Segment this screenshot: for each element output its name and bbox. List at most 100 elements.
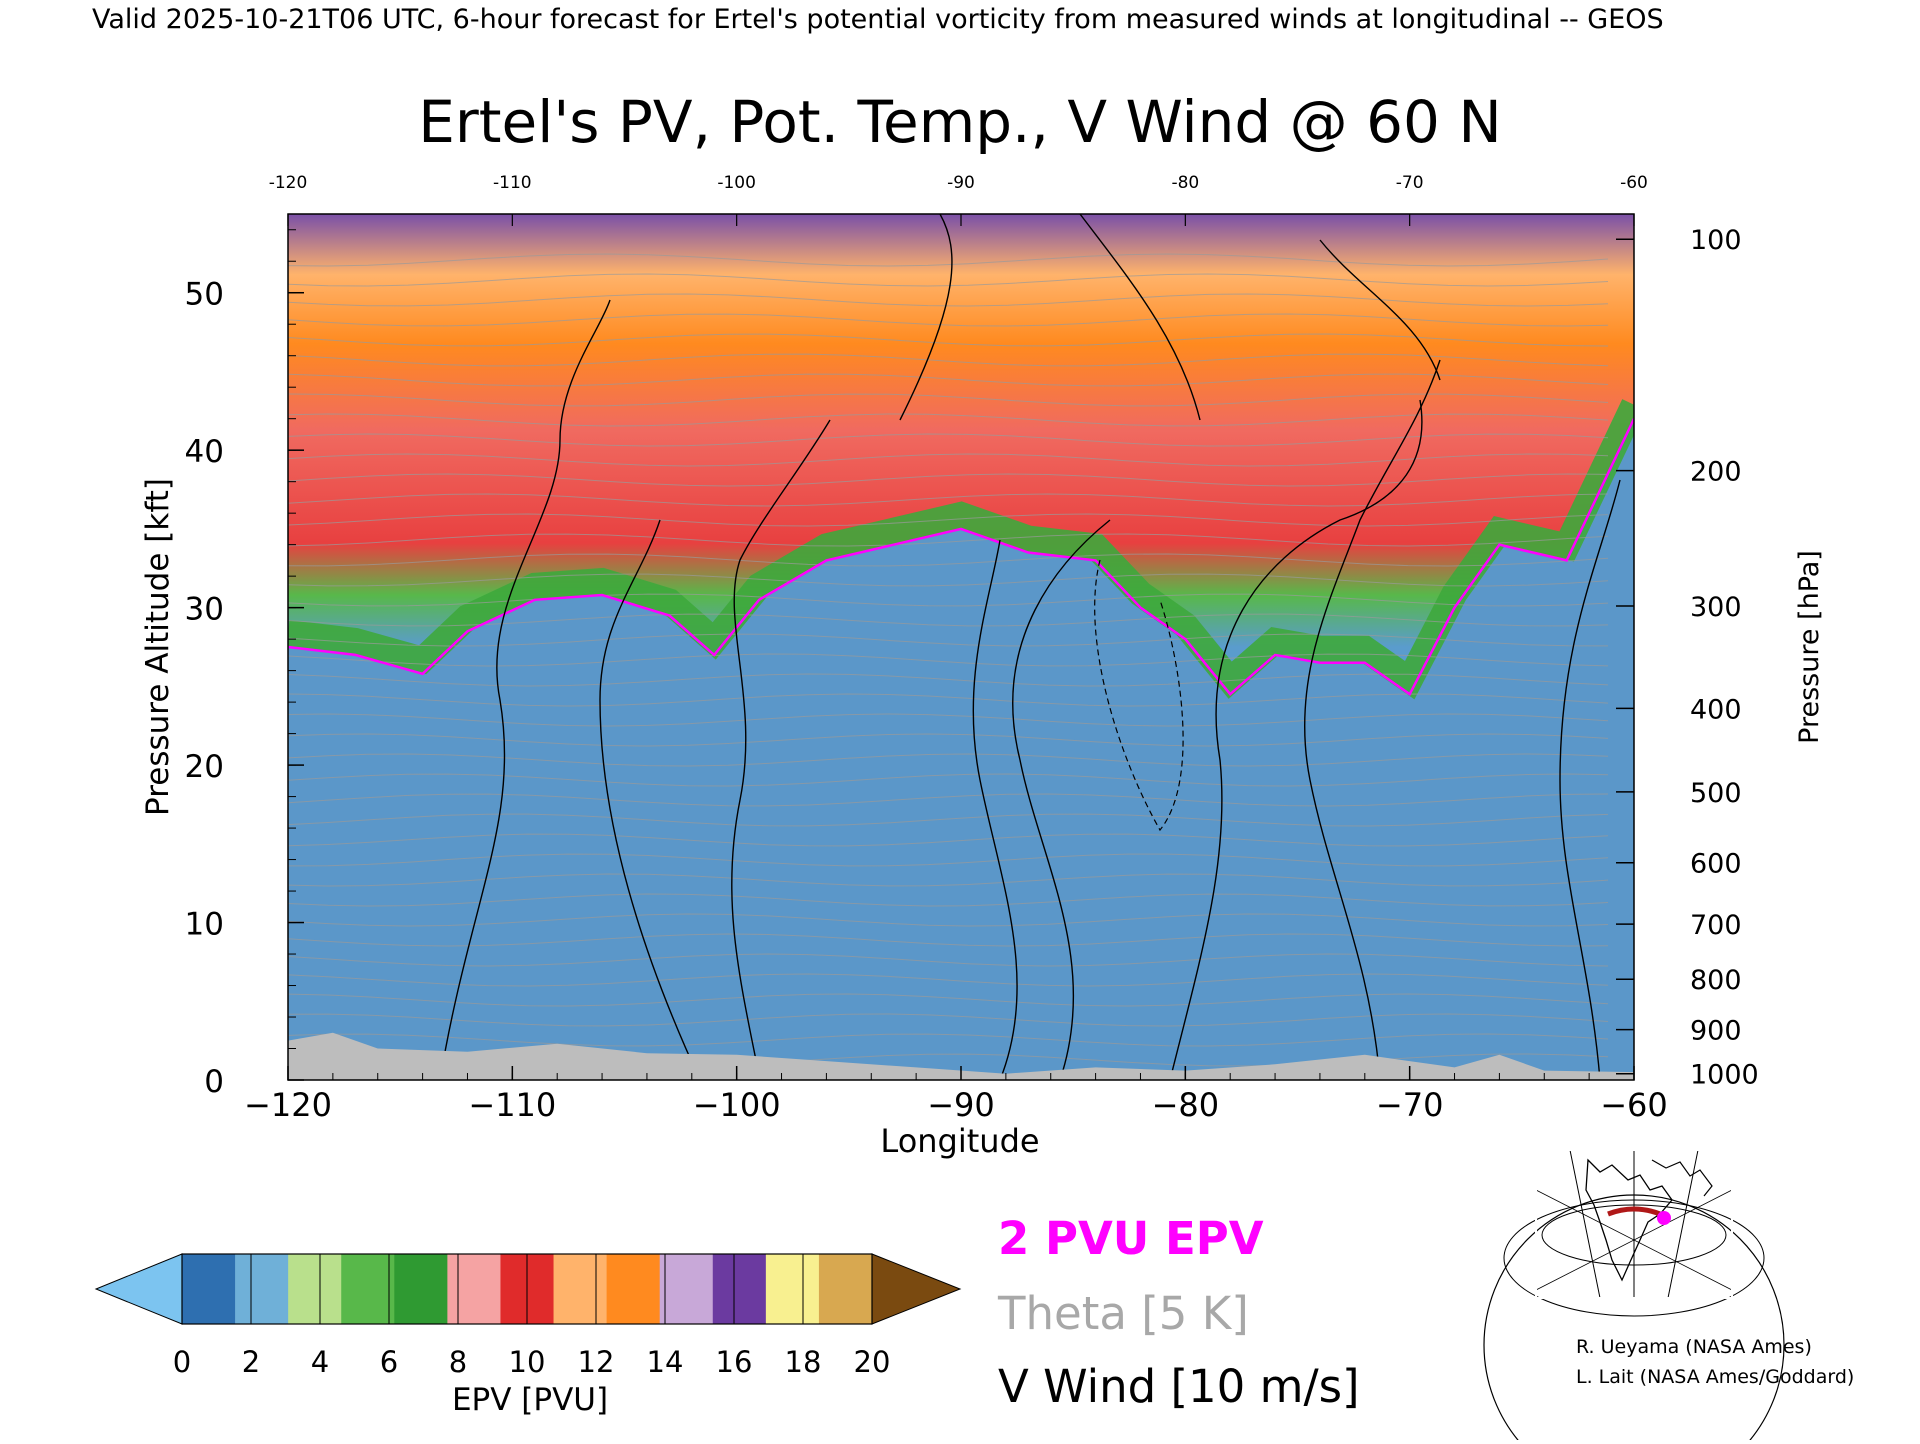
theta-contour-line: [288, 633, 1609, 647]
theta-contour-line: [288, 473, 1609, 487]
x-tick-label: −120: [244, 1086, 332, 1124]
theta-contour-line: [288, 953, 1609, 967]
theta-contour-line: [288, 273, 1609, 287]
plot-area: [288, 214, 1634, 1080]
terrain-mask: [288, 1032, 1634, 1080]
colorbar-swatch: [712, 1254, 767, 1324]
v-wind-contour-line: [972, 539, 1018, 1080]
y-tick-label-right: 100: [1690, 225, 1742, 256]
v-wind-contour-line: [599, 519, 701, 1080]
y-tick-label-left: 50: [185, 277, 224, 313]
y-tick-label-left: 10: [185, 907, 224, 943]
theta-contour-line: [288, 453, 1609, 467]
v-wind-contour-line: [1169, 399, 1423, 1080]
y-tick-label-right: 800: [1690, 965, 1742, 996]
theta-contour-line: [288, 493, 1609, 507]
theta-contour-line: [288, 1033, 1609, 1047]
v-wind-contour-line: [439, 299, 611, 1080]
x-tick-label-top: -90: [947, 173, 975, 193]
theta-contour-line: [288, 253, 1609, 267]
inset-map: [1483, 1149, 1785, 1444]
theta-contour-line: [288, 613, 1609, 627]
x-tick-label-top: -120: [269, 173, 308, 193]
colorbar-swatch: [341, 1254, 395, 1324]
colorbar-tick-label: 2: [242, 1345, 260, 1379]
theta-contour-line: [288, 793, 1609, 807]
colorbar-tick-label: 18: [785, 1345, 822, 1379]
theta-contour-line: [288, 933, 1609, 947]
theta-contour-line: [288, 333, 1609, 347]
theta-contour-line: [288, 373, 1609, 387]
colorbar-tick-label: 0: [173, 1345, 191, 1379]
colorbar-tick-label: 8: [449, 1345, 467, 1379]
x-tick-label: −100: [693, 1086, 781, 1124]
colorbar-swatch: [765, 1254, 820, 1324]
valid-time-header: Valid 2025-10-21T06 UTC, 6-hour forecast…: [92, 4, 1664, 35]
v-wind-contour-line: [1559, 479, 1621, 1080]
theta-contour-line: [288, 553, 1609, 567]
theta-contour-line: [288, 433, 1609, 447]
x-tick-label-top: -70: [1396, 173, 1424, 193]
v-wind-contour-line: [1012, 519, 1111, 1080]
colorbar-tick-label: 10: [509, 1345, 546, 1379]
chart-title: Ertel's PV, Pot. Temp., V Wind @ 60 N: [418, 88, 1501, 156]
colorbar-swatch: [553, 1254, 608, 1324]
colorbar-swatch: [235, 1254, 289, 1324]
x-axis-label: Longitude: [880, 1122, 1039, 1160]
x-tick-label-top: -60: [1620, 173, 1648, 193]
theta-contour-line: [288, 1013, 1609, 1027]
theta-contour-line: [288, 313, 1609, 327]
theta-contour-line: [288, 973, 1609, 987]
legend-wind: V Wind [10 m/s]: [998, 1360, 1360, 1413]
x-tick-label: −60: [1600, 1086, 1668, 1124]
v-wind-contour-line: [731, 419, 831, 1080]
y-tick-label-right: 300: [1690, 592, 1742, 623]
y-tick-label-right: 400: [1690, 694, 1742, 725]
y-tick-label-right: 900: [1690, 1016, 1742, 1047]
colorbar-swatch: [288, 1254, 342, 1324]
green-transition-band: [288, 399, 1634, 700]
x-axis-bottom: −120 −110 −100 −90 −80 −70 −60: [244, 1066, 1668, 1124]
x-axis-top: -120 -110 -100 -90 -80 -70 -60: [269, 173, 1648, 226]
theta-contour-line: [288, 533, 1609, 547]
theta-contour-line: [288, 733, 1609, 747]
credit-line-1: R. Ueyama (NASA Ames): [1576, 1336, 1812, 1358]
y-axis-right-label: Pressure [hPa]: [1794, 550, 1825, 744]
theta-contour-line: [288, 713, 1609, 727]
x-tick-label-top: -80: [1171, 173, 1199, 193]
theta-contour-line: [288, 293, 1609, 307]
colorbar-swatch: [818, 1254, 873, 1324]
colorbar-tick-label: 4: [311, 1345, 329, 1379]
x-tick-label-top: -100: [717, 173, 756, 193]
colorbar: 0 2 4 6 8 10 12 14 16 18 20: [94, 1253, 962, 1379]
y-tick-label-right: 600: [1690, 849, 1742, 880]
theta-contour-line: [288, 693, 1609, 707]
theta-contour-line: [288, 393, 1609, 407]
colorbar-swatch: [659, 1254, 714, 1324]
y-tick-label-left: 0: [204, 1064, 224, 1100]
v-wind-contour-line: [1303, 359, 1441, 1080]
y-axis-right: 100 200 300 400 500 600 700 800 900 1000: [1616, 225, 1759, 1091]
v-wind-contour-line: [899, 214, 953, 421]
colorbar-tick-label: 20: [854, 1345, 891, 1379]
theta-contour-line: [288, 893, 1609, 907]
colorbar-tick-label: 14: [647, 1345, 684, 1379]
y-axis-left: 0 10 20 30 40 50: [185, 229, 304, 1100]
theta-contour-line: [288, 573, 1609, 587]
y-tick-label-left: 30: [185, 592, 224, 628]
theta-contour-line: [288, 853, 1609, 867]
x-tick-label-top: -110: [493, 173, 532, 193]
theta-contour-line: [288, 993, 1609, 1007]
theta-contour-line: [288, 513, 1609, 527]
v-wind-contours: [439, 214, 1621, 1080]
x-tick-label: −70: [1376, 1086, 1444, 1124]
colorbar-under-arrow: [94, 1253, 183, 1325]
x-tick-label: −110: [468, 1086, 556, 1124]
y-tick-label-right: 1000: [1690, 1060, 1759, 1091]
colorbar-tick-label: 12: [578, 1345, 615, 1379]
theta-contour-line: [288, 833, 1609, 847]
pv-2pvu-contour: [288, 418, 1634, 697]
colorbar-swatch: [182, 1254, 236, 1324]
